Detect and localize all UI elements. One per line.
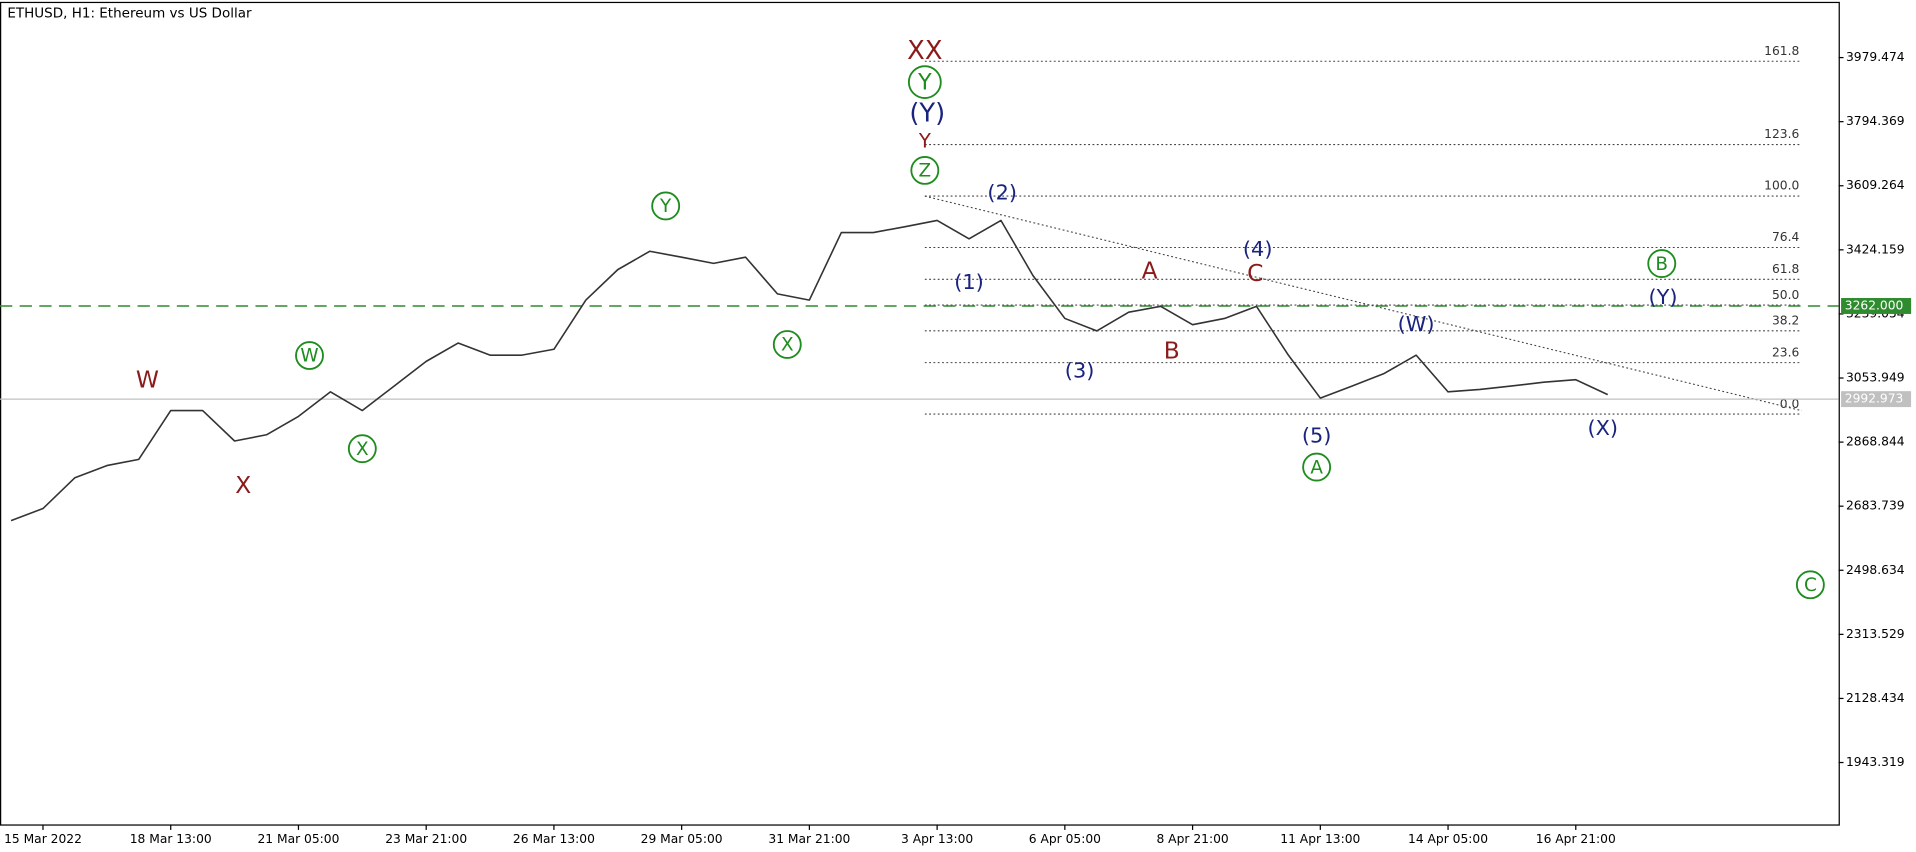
price-label: 3262.000 [1845,298,1904,312]
fib-label: 38.2 [1772,314,1799,328]
wave-label: (1) [954,270,984,294]
wave-circle [907,65,942,99]
fib-label: 76.4 [1772,230,1800,244]
wave-label: (W) [1398,312,1435,336]
x-tick-label: 26 Mar 13:00 [513,832,595,846]
y-tick-label: 2313.529 [1846,627,1905,641]
y-tick-label: 2868.844 [1846,435,1905,449]
plot-frame [0,1,1840,826]
wave-label: C [1247,260,1263,287]
wave-label: Z [919,161,932,182]
y-tick-label: 3053.949 [1846,371,1905,385]
wave-label: (5) [1302,423,1332,447]
wave-circle [651,191,681,221]
wave-circle [1795,570,1825,600]
x-tick-label: 14 Apr 05:00 [1408,832,1488,846]
wave-label: (4) [1243,237,1273,261]
wave-label: (2) [987,181,1017,205]
y-tick-label: 2128.434 [1846,691,1905,705]
fib-label: 50.0 [1772,288,1799,302]
y-tick-label: 3609.264 [1846,178,1905,192]
wave-circle [1647,249,1677,278]
wave-label: C [1804,575,1817,596]
x-tick-label: 21 Mar 05:00 [257,832,339,846]
x-tick-label: 8 Apr 21:00 [1156,832,1228,846]
fib-label: 123.6 [1764,127,1799,141]
wave-label: A [1310,457,1323,478]
y-tick-label: 3424.159 [1846,242,1905,256]
wave-label: X [781,335,794,356]
x-tick-label: 6 Apr 05:00 [1029,832,1101,846]
wave-label: X [356,439,369,460]
fib-label: 100.0 [1764,179,1799,193]
x-tick-label: 18 Mar 13:00 [130,832,212,846]
x-tick-label: 16 Apr 21:00 [1536,832,1616,846]
trend-line [924,195,1802,412]
x-tick-label: 31 Mar 21:00 [768,832,850,846]
wave-circle [772,330,802,359]
fib-label: 0.0 [1780,397,1800,411]
price-label-box [1841,298,1912,314]
fib-label: 23.6 [1772,345,1800,359]
wave-label: W [300,346,318,367]
wave-label: B [1164,337,1180,364]
x-tick-label: 29 Mar 05:00 [641,832,723,846]
wave-label: Y [917,70,932,95]
price-label-box [1841,391,1912,408]
wave-label: X [235,472,251,499]
y-tick-label: 2683.739 [1846,499,1905,513]
wave-circle [295,341,324,370]
x-tick-label: 23 Mar 21:00 [385,832,467,846]
wave-label: (Y) [1648,285,1677,309]
y-tick-label: 1943.319 [1846,755,1905,769]
x-tick-label: 11 Apr 13:00 [1280,832,1360,846]
y-tick-label: 3979.474 [1846,50,1905,64]
wave-label: XX [907,36,942,66]
wave-circle [910,155,940,185]
wave-label: A [1142,258,1158,285]
wave-circle [1302,452,1332,482]
price-line-series [10,219,1609,522]
fib-label: 61.8 [1772,262,1799,276]
x-tick-label: 3 Apr 13:00 [901,832,973,846]
wave-label: (3) [1065,358,1095,382]
y-tick-label: 2498.634 [1846,563,1905,577]
fib-label: 161.8 [1764,44,1799,58]
wave-label: (Y) [909,99,945,129]
wave-label: Y [918,130,932,153]
chart-title: ETHUSD, H1: Ethereum vs US Dollar [7,5,252,21]
y-tick-label: 3794.369 [1846,114,1905,128]
wave-label: W [136,367,159,394]
wave-label: Y [659,196,672,217]
x-tick-label: 15 Mar 2022 [4,832,82,846]
wave-label: B [1655,254,1668,275]
price-label: 2992.973 [1845,392,1904,406]
wave-circle [347,434,377,464]
wave-label: (X) [1588,416,1619,440]
